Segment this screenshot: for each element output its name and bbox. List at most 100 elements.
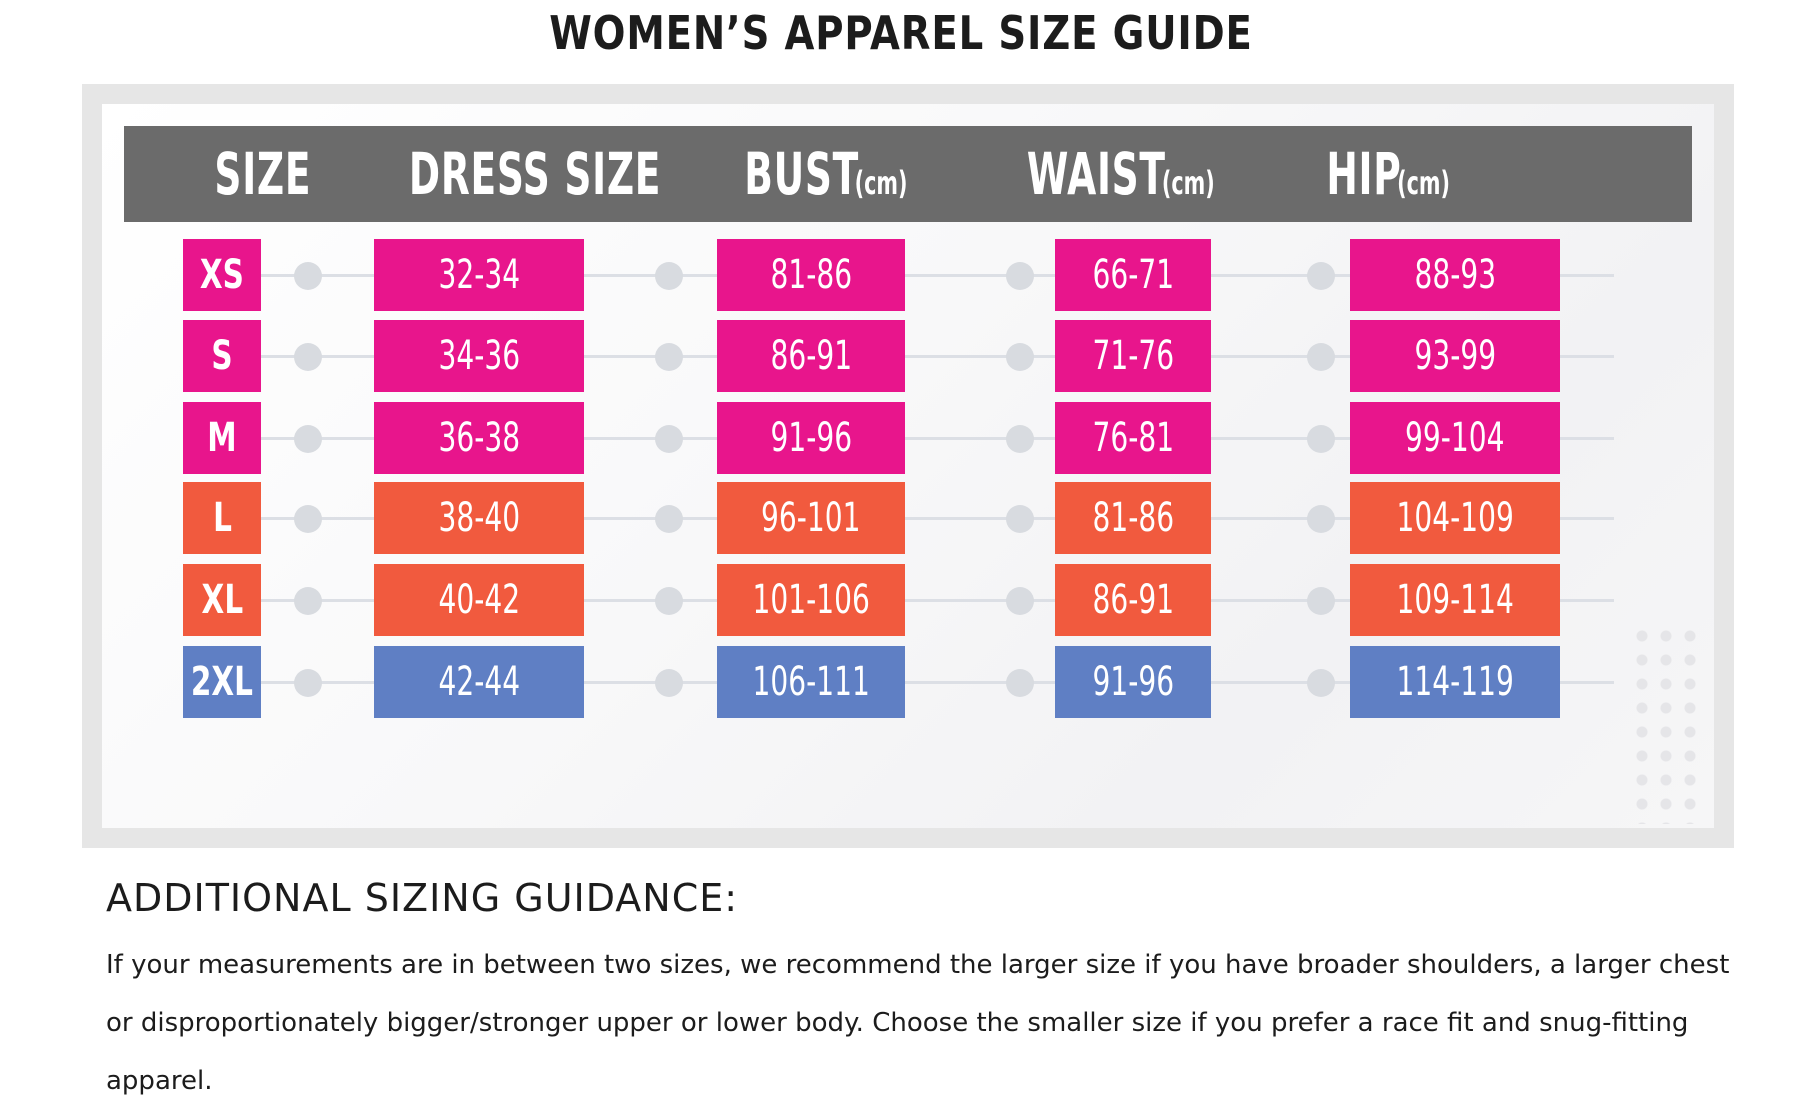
row-connector-dot bbox=[1307, 262, 1335, 290]
dress-size-cell: 34-36 bbox=[374, 320, 584, 392]
size-cell: L bbox=[183, 482, 261, 554]
row-connector-dot bbox=[1307, 505, 1335, 533]
header-hip: HIP(cm) bbox=[1326, 140, 1451, 208]
row-connector-dot bbox=[1006, 425, 1034, 453]
guidance-title: ADDITIONAL SIZING GUIDANCE: bbox=[106, 876, 739, 920]
waist-cell: 91-96 bbox=[1055, 646, 1211, 718]
hip-cell-text: 93-99 bbox=[1414, 333, 1496, 379]
dress-size-cell-text: 42-44 bbox=[438, 659, 520, 705]
size-cell-text: XS bbox=[199, 252, 244, 298]
size-cell: M bbox=[183, 402, 261, 474]
row-connector-dot bbox=[1307, 587, 1335, 615]
row-connector-dot bbox=[294, 425, 322, 453]
size-cell-text: L bbox=[212, 495, 232, 541]
waist-cell-text: 76-81 bbox=[1092, 415, 1174, 461]
table-row: 2XL 42-44 106-111 91-96 114-119 bbox=[102, 646, 1714, 718]
bust-cell: 86-91 bbox=[717, 320, 905, 392]
size-cell: XL bbox=[183, 564, 261, 636]
header-dress-size: DRESS SIZE bbox=[408, 140, 662, 208]
row-connector-dot bbox=[1006, 505, 1034, 533]
row-connector-dot bbox=[655, 587, 683, 615]
dress-size-cell-text: 38-40 bbox=[438, 495, 520, 541]
dress-size-cell: 42-44 bbox=[374, 646, 584, 718]
dress-size-cell-text: 34-36 bbox=[438, 333, 520, 379]
size-chart-frame: SIZE DRESS SIZE BUST(cm) WAIST(cm) HIP(c… bbox=[82, 84, 1734, 848]
waist-cell-text: 86-91 bbox=[1092, 577, 1174, 623]
waist-cell-text: 71-76 bbox=[1092, 333, 1174, 379]
size-cell-text: XL bbox=[201, 577, 243, 623]
row-connector-dot bbox=[294, 343, 322, 371]
row-connector-line bbox=[252, 681, 1614, 684]
dress-size-cell-text: 32-34 bbox=[438, 252, 520, 298]
bust-cell-text: 96-101 bbox=[761, 495, 861, 541]
dress-size-cell: 36-38 bbox=[374, 402, 584, 474]
size-cell: XS bbox=[183, 239, 261, 311]
size-cell-text: S bbox=[211, 333, 233, 379]
dress-size-cell: 32-34 bbox=[374, 239, 584, 311]
row-connector-dot bbox=[1006, 587, 1034, 615]
waist-cell: 76-81 bbox=[1055, 402, 1211, 474]
row-connector-dot bbox=[655, 343, 683, 371]
row-connector-dot bbox=[1307, 669, 1335, 697]
table-row: XL 40-42 101-106 86-91 109-114 bbox=[102, 564, 1714, 636]
hip-cell: 93-99 bbox=[1350, 320, 1560, 392]
dress-size-cell: 38-40 bbox=[374, 482, 584, 554]
size-cell-text: M bbox=[207, 415, 237, 461]
row-connector-dot bbox=[655, 262, 683, 290]
table-row: M 36-38 91-96 76-81 99-104 bbox=[102, 402, 1714, 474]
decorative-dot-pattern bbox=[1630, 624, 1700, 824]
table-row: XS 32-34 81-86 66-71 88-93 bbox=[102, 239, 1714, 311]
row-connector-dot bbox=[1006, 343, 1034, 371]
page-title: WOMEN’S APPAREL SIZE GUIDE bbox=[549, 6, 1253, 60]
bust-cell-text: 101-106 bbox=[752, 577, 870, 623]
row-connector-dot bbox=[655, 669, 683, 697]
table-row: S 34-36 86-91 71-76 93-99 bbox=[102, 320, 1714, 392]
hip-cell-text: 109-114 bbox=[1396, 577, 1514, 623]
row-connector-dot bbox=[1307, 425, 1335, 453]
waist-cell-text: 91-96 bbox=[1092, 659, 1174, 705]
hip-cell: 104-109 bbox=[1350, 482, 1560, 554]
table-header: SIZE DRESS SIZE BUST(cm) WAIST(cm) HIP(c… bbox=[124, 126, 1692, 222]
row-connector-line bbox=[252, 274, 1614, 277]
row-connector-dot bbox=[655, 425, 683, 453]
size-cell: S bbox=[183, 320, 261, 392]
dress-size-cell-text: 36-38 bbox=[438, 415, 520, 461]
header-waist: WAIST(cm) bbox=[1026, 140, 1215, 208]
bust-cell: 81-86 bbox=[717, 239, 905, 311]
row-connector-line bbox=[252, 599, 1614, 602]
dress-size-cell-text: 40-42 bbox=[438, 577, 520, 623]
waist-cell: 66-71 bbox=[1055, 239, 1211, 311]
bust-cell: 106-111 bbox=[717, 646, 905, 718]
waist-cell: 71-76 bbox=[1055, 320, 1211, 392]
bust-cell: 91-96 bbox=[717, 402, 905, 474]
bust-cell-text: 91-96 bbox=[770, 415, 852, 461]
hip-cell: 99-104 bbox=[1350, 402, 1560, 474]
bust-cell: 101-106 bbox=[717, 564, 905, 636]
size-chart-panel: SIZE DRESS SIZE BUST(cm) WAIST(cm) HIP(c… bbox=[102, 104, 1714, 828]
bust-cell-text: 81-86 bbox=[770, 252, 852, 298]
hip-cell: 114-119 bbox=[1350, 646, 1560, 718]
waist-cell-text: 66-71 bbox=[1092, 252, 1174, 298]
row-connector-dot bbox=[1006, 262, 1034, 290]
waist-cell-text: 81-86 bbox=[1092, 495, 1174, 541]
row-connector-dot bbox=[1006, 669, 1034, 697]
size-cell-text: 2XL bbox=[190, 659, 254, 705]
hip-cell-text: 104-109 bbox=[1396, 495, 1514, 541]
header-bust: BUST(cm) bbox=[744, 140, 908, 208]
hip-cell-text: 99-104 bbox=[1405, 415, 1505, 461]
table-row: L 38-40 96-101 81-86 104-109 bbox=[102, 482, 1714, 554]
hip-cell-text: 114-119 bbox=[1396, 659, 1514, 705]
row-connector-line bbox=[252, 437, 1614, 440]
guidance-body: If your measurements are in between two … bbox=[106, 950, 1730, 1096]
bust-cell-text: 106-111 bbox=[752, 659, 870, 705]
row-connector-dot bbox=[294, 587, 322, 615]
header-size: SIZE bbox=[214, 140, 312, 208]
dress-size-cell: 40-42 bbox=[374, 564, 584, 636]
hip-cell: 109-114 bbox=[1350, 564, 1560, 636]
row-connector-line bbox=[252, 355, 1614, 358]
row-connector-dot bbox=[294, 262, 322, 290]
row-connector-dot bbox=[1307, 343, 1335, 371]
waist-cell: 86-91 bbox=[1055, 564, 1211, 636]
hip-cell-text: 88-93 bbox=[1414, 252, 1496, 298]
row-connector-dot bbox=[294, 669, 322, 697]
